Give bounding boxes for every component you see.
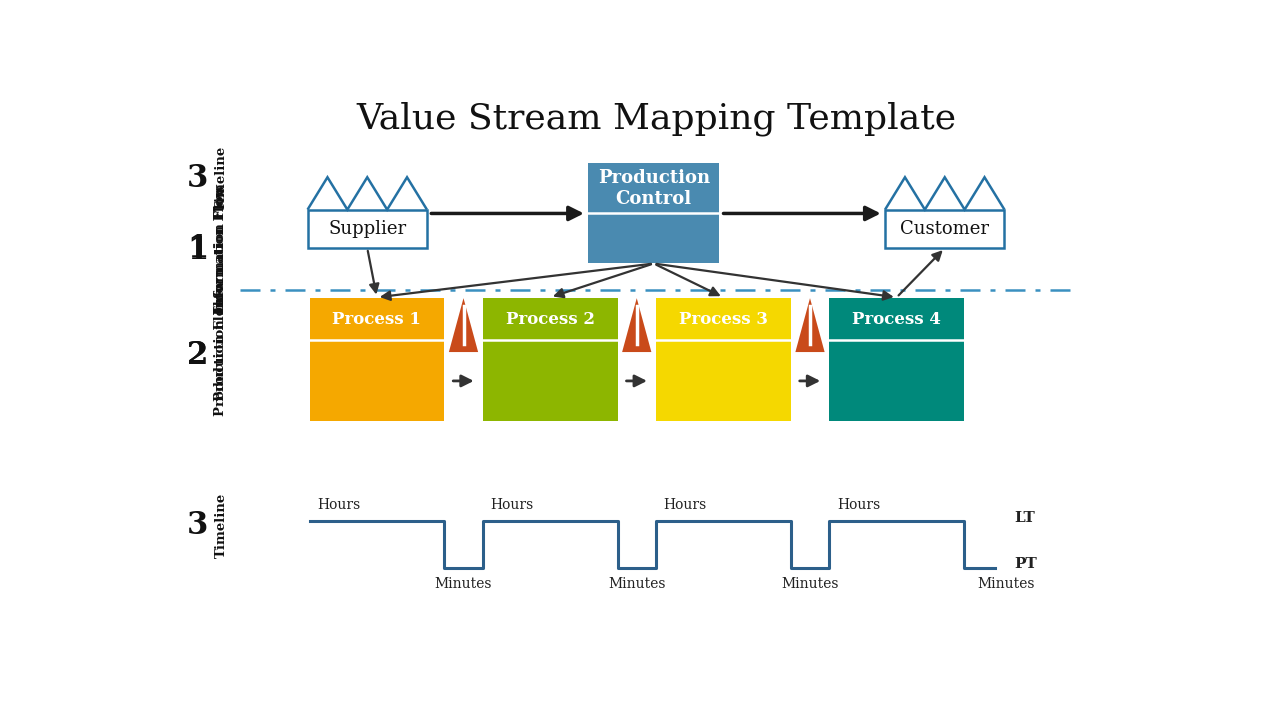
Polygon shape	[795, 298, 824, 352]
Text: Information Flow: Information Flow	[215, 184, 228, 312]
Text: Production
Control: Production Control	[598, 169, 709, 208]
Text: 2: 2	[187, 341, 209, 372]
Text: Hours: Hours	[664, 498, 707, 512]
Text: Timeline: Timeline	[215, 492, 228, 558]
Text: Hours: Hours	[317, 498, 361, 512]
Text: Process 4: Process 4	[852, 311, 941, 328]
Text: Minutes: Minutes	[435, 577, 493, 591]
Text: Minutes: Minutes	[978, 577, 1036, 591]
Text: Production Flow: Production Flow	[215, 295, 228, 416]
Text: Process 2: Process 2	[506, 311, 595, 328]
Bar	[829, 298, 964, 421]
Bar	[657, 298, 791, 421]
Text: 3: 3	[187, 163, 209, 194]
Text: 1: 1	[187, 235, 209, 266]
Text: 1: 1	[187, 233, 209, 264]
Text: Information Flow: Information Flow	[215, 186, 228, 314]
Bar	[589, 163, 719, 264]
Bar	[310, 298, 444, 421]
Text: Process 1: Process 1	[333, 311, 421, 328]
Polygon shape	[622, 298, 652, 352]
Polygon shape	[449, 298, 479, 352]
Text: Timeline: Timeline	[215, 146, 228, 212]
Bar	[483, 298, 617, 421]
Text: 3: 3	[187, 510, 209, 541]
Text: Minutes: Minutes	[781, 577, 838, 591]
Text: PT: PT	[1014, 557, 1037, 571]
Text: Minutes: Minutes	[608, 577, 666, 591]
Text: LT: LT	[1014, 510, 1034, 525]
Text: Supplier: Supplier	[328, 220, 406, 238]
Text: 2: 2	[187, 341, 209, 372]
Text: Process 3: Process 3	[678, 311, 768, 328]
Bar	[884, 210, 1005, 248]
Text: Customer: Customer	[900, 220, 989, 238]
Text: Hours: Hours	[490, 498, 534, 512]
Text: Hours: Hours	[837, 498, 881, 512]
Bar	[307, 210, 428, 248]
Text: Value Stream Mapping Template: Value Stream Mapping Template	[356, 102, 956, 136]
Text: Production Flow: Production Flow	[215, 280, 228, 401]
